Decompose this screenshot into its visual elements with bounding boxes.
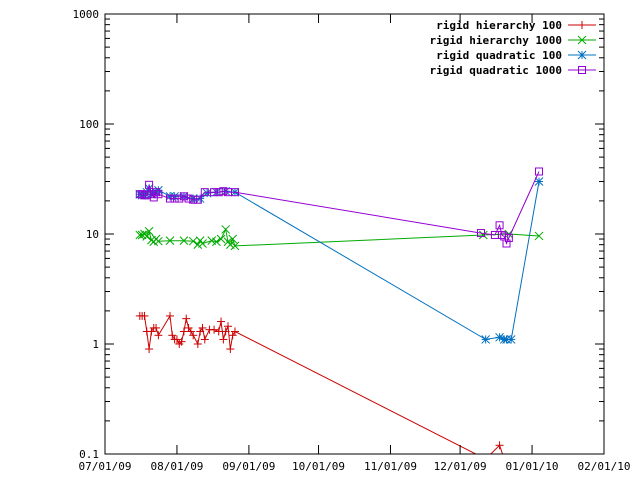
x-tick-label: 07/01/09 <box>79 460 132 473</box>
data-point-1-16 <box>212 237 221 247</box>
series-line-3 <box>139 171 540 245</box>
data-point-1-11 <box>188 236 198 246</box>
x-tick-label: 02/01/10 <box>578 460 631 473</box>
data-point-0-33 <box>230 327 239 336</box>
data-point-0-19 <box>189 331 198 340</box>
legend-item-1: rigid hierarchy 1000 <box>430 34 596 47</box>
plot-area <box>135 167 544 454</box>
data-point-0-28 <box>219 335 228 344</box>
data-point-3-17 <box>210 188 219 197</box>
data-point-3-24 <box>495 221 504 230</box>
data-point-1-1 <box>137 230 147 240</box>
data-point-0-10 <box>168 331 177 340</box>
data-point-3-12 <box>179 192 188 201</box>
x-tick-label: 11/01/09 <box>364 460 417 473</box>
data-point-3-14 <box>189 195 198 204</box>
data-point-0-15 <box>179 327 188 336</box>
data-point-3-8 <box>154 190 163 199</box>
y-tick-label: 100 <box>79 118 99 131</box>
data-point-1-18 <box>221 225 231 234</box>
data-point-3-1 <box>138 190 147 199</box>
data-point-1-17 <box>216 234 226 244</box>
data-point-3-29 <box>535 167 544 176</box>
data-point-3-21 <box>230 188 239 197</box>
data-point-1-3 <box>142 232 152 241</box>
series-3 <box>135 167 544 248</box>
data-point-2-18 <box>481 335 490 344</box>
data-point-3-15 <box>193 195 202 204</box>
x-tick-label: 12/01/09 <box>434 460 487 473</box>
data-point-0-14 <box>177 337 186 346</box>
data-point-3-19 <box>219 187 228 196</box>
data-point-3-7 <box>152 188 161 197</box>
legend-marker-1 <box>577 35 587 45</box>
data-point-3-16 <box>200 188 209 197</box>
data-point-3-9 <box>165 194 174 203</box>
series-layer <box>135 167 544 454</box>
data-point-0-26 <box>214 327 223 336</box>
y-tick-label: 10 <box>86 228 99 241</box>
data-point-1-4 <box>144 226 154 236</box>
data-point-0-7 <box>152 323 161 332</box>
data-point-1-21 <box>228 234 238 244</box>
data-point-3-18 <box>214 188 223 197</box>
data-point-1-10 <box>179 236 189 246</box>
data-point-1-14 <box>198 239 207 248</box>
data-point-3-13 <box>184 194 193 203</box>
data-point-0-25 <box>210 325 219 334</box>
data-point-1-8 <box>154 236 163 246</box>
y-tick-label: 1 <box>92 338 99 351</box>
data-point-3-11 <box>175 194 184 203</box>
x-tick-label: 09/01/09 <box>222 460 275 473</box>
legend-item-2: rigid quadratic 100 <box>436 49 596 62</box>
data-point-3-22 <box>476 229 485 238</box>
legend-marker-0 <box>578 21 586 29</box>
data-point-1-23 <box>478 230 488 240</box>
legend-item-3: rigid quadratic 1000 <box>430 64 596 77</box>
data-point-0-22 <box>198 323 207 332</box>
data-point-0-4 <box>145 345 154 354</box>
data-point-1-22 <box>230 241 240 251</box>
data-point-0-30 <box>224 322 233 331</box>
legend-marker-2 <box>577 50 587 60</box>
data-point-0-16 <box>182 314 191 323</box>
data-point-0-12 <box>172 335 181 344</box>
data-point-3-28 <box>504 233 513 242</box>
legend-label-1: rigid hierarchy 1000 <box>430 34 562 47</box>
data-point-2-10 <box>170 191 179 201</box>
legend: rigid hierarchy 100 rigid hierarchy 1000 r… <box>430 19 596 77</box>
data-point-3-4 <box>145 180 154 189</box>
data-point-3-27 <box>502 239 511 248</box>
data-point-0-9 <box>165 311 174 320</box>
data-point-0-23 <box>200 335 209 344</box>
data-point-0-29 <box>221 327 230 336</box>
data-point-0-8 <box>154 331 163 340</box>
data-point-0-20 <box>193 340 202 348</box>
data-point-0-35 <box>495 441 504 450</box>
axes-layer: 0.1 1 10 100 1000 07/01/09 08/01/09 09/01/09 10/… <box>73 8 631 473</box>
series-0 <box>135 311 504 454</box>
y-tick-label: 0.1 <box>79 448 99 461</box>
data-point-3-10 <box>170 194 179 203</box>
x-tick-label: 10/01/09 <box>292 460 345 473</box>
legend-label-3: rigid quadratic 1000 <box>430 64 562 77</box>
data-point-0-2 <box>140 311 149 320</box>
data-point-0-27 <box>217 317 226 326</box>
data-point-2-22 <box>506 335 516 344</box>
x-tick-label: 01/01/10 <box>506 460 559 473</box>
data-point-1-25 <box>534 231 544 241</box>
legend-marker-3 <box>578 66 586 74</box>
legend-label-0: rigid hierarchy 100 <box>436 19 562 32</box>
y-tick-label: 1000 <box>73 8 100 21</box>
legend-label-2: rigid quadratic 100 <box>436 49 562 62</box>
data-point-0-31 <box>226 345 235 354</box>
data-point-1-9 <box>165 236 175 246</box>
legend-item-0: rigid hierarchy 100 <box>436 19 596 32</box>
data-point-2-23 <box>534 177 544 186</box>
x-tick-label: 08/01/09 <box>150 460 203 473</box>
